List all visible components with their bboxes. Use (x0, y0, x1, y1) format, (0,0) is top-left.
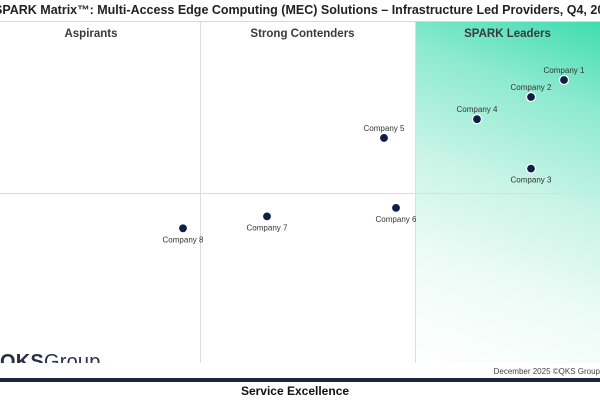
point-label: Company 6 (376, 215, 417, 224)
quadrant-label-aspirants: Aspirants (64, 28, 118, 40)
point-marker (378, 132, 390, 144)
title-divider (0, 21, 600, 22)
quadrant-label-strong-contenders: Strong Contenders (250, 28, 355, 40)
data-point-company-7: Company 7 (247, 211, 288, 232)
point-label: Company 3 (511, 176, 552, 185)
quadrant-divider-horizontal (0, 193, 600, 194)
plot-area: Company 1 Company 2 Company 3 Company 4 Comp… (163, 66, 585, 244)
footer-bar (0, 378, 600, 382)
point-label: Company 8 (163, 235, 204, 244)
point-marker (525, 163, 537, 174)
point-marker (177, 223, 189, 234)
data-point-company-6: Company 6 (376, 202, 417, 224)
quadrant-divider-right (415, 22, 416, 363)
point-marker (525, 91, 537, 103)
point-marker (390, 202, 402, 213)
data-point-company-8: Company 8 (163, 223, 204, 244)
logo-text-bold: QKS (0, 351, 44, 363)
chart-title: SPARK Matrix™: Multi-Access Edge Computi… (0, 3, 600, 17)
footer-date: December 2025 ©QKS Group (493, 367, 600, 376)
point-marker (558, 74, 570, 86)
data-point-company-1: Company 1 (544, 66, 585, 86)
point-label: Company 4 (457, 105, 498, 114)
point-label: Company 5 (364, 124, 405, 133)
leaders-quadrant-background (415, 22, 600, 363)
spark-matrix: Aspirants Strong Contenders SPARK Leader… (0, 22, 600, 363)
quadrant-label-spark-leaders: SPARK Leaders (464, 28, 551, 40)
point-label: Company 1 (544, 66, 585, 75)
point-marker (471, 114, 483, 125)
point-label: Company 7 (247, 223, 288, 232)
axis-label-bottom: Service Excellence (240, 384, 350, 398)
data-point-company-2: Company 2 (511, 83, 552, 103)
point-marker (261, 211, 273, 222)
data-point-company-3: Company 3 (511, 163, 552, 185)
data-point-company-5: Company 5 (364, 124, 405, 144)
point-label: Company 2 (511, 83, 552, 92)
data-point-company-4: Company 4 (457, 105, 498, 125)
logo-text-regular: Group (43, 351, 101, 363)
qks-group-logo: QKSGroup (0, 351, 101, 363)
quadrant-divider-left (200, 22, 201, 363)
